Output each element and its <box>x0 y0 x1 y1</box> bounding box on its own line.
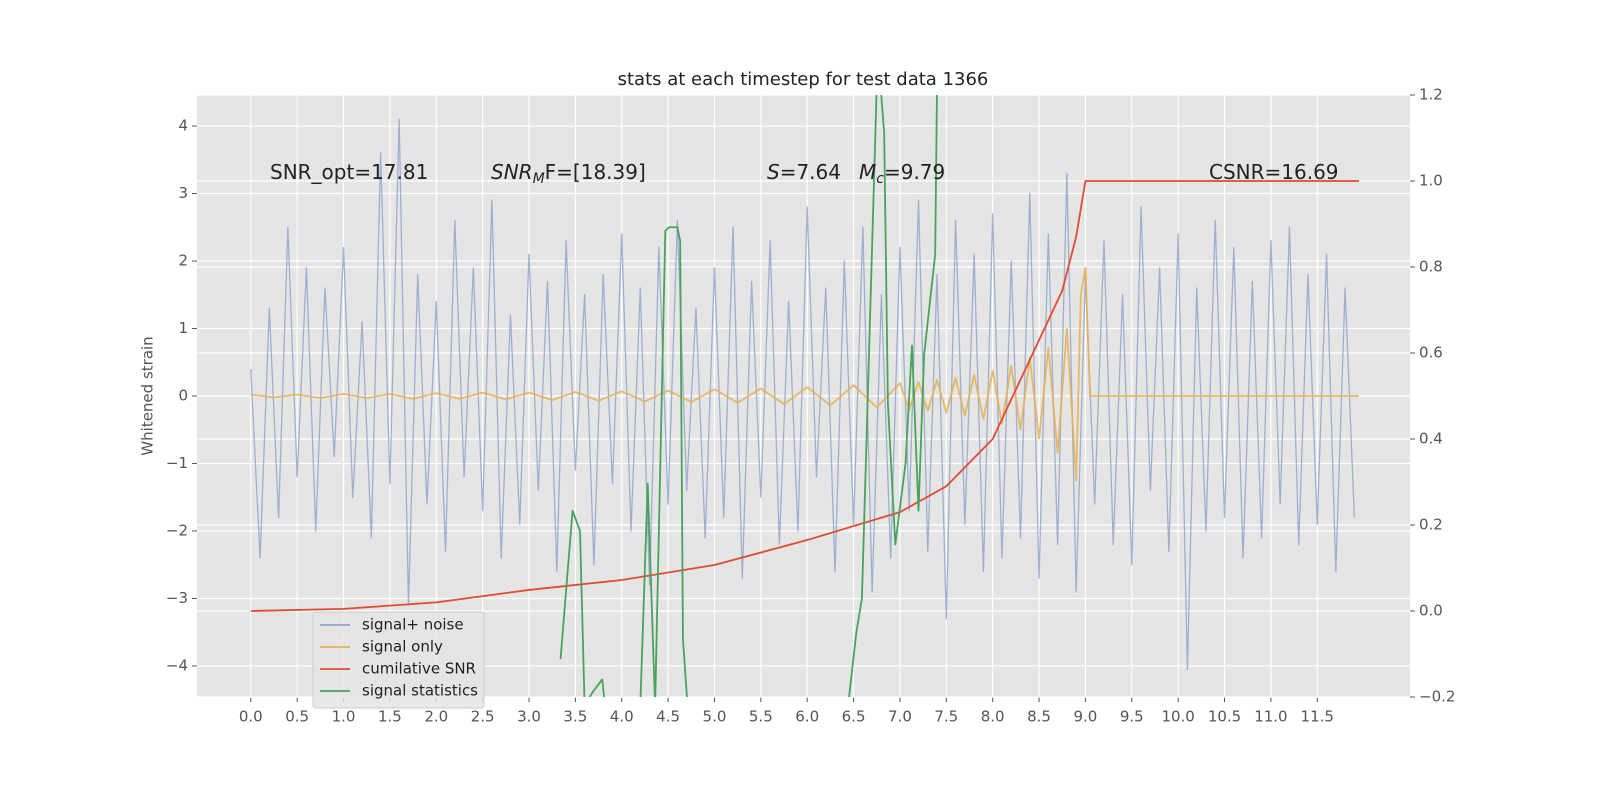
annotation-part: SNR <box>491 160 533 184</box>
y2-tick-label: 0.8 <box>1419 258 1443 276</box>
y2-tick-label: 1.0 <box>1419 172 1443 190</box>
annotation: Mc=9.79 <box>859 160 945 188</box>
series-line <box>559 95 938 697</box>
series-line <box>250 266 1359 482</box>
x-tick-label: 9.0 <box>1073 708 1097 726</box>
x-tick-label: 7.5 <box>934 708 958 726</box>
x-tick-label: 1.0 <box>332 708 356 726</box>
annotation-part: SNR_opt=17.81 <box>270 160 428 184</box>
annotation-part: S <box>767 160 780 184</box>
y2-tick-label: 1.2 <box>1419 86 1443 104</box>
legend-label: signal only <box>362 638 443 656</box>
annotation-part: CSNR=16.69 <box>1209 160 1339 184</box>
x-tick-label: 3.5 <box>563 708 587 726</box>
y-tick-label: −3 <box>166 589 188 607</box>
x-tick-label: 1.5 <box>378 708 402 726</box>
y-tick-label: 2 <box>178 252 188 270</box>
legend-label: cumilative SNR <box>362 660 476 678</box>
x-tick-label: 5.0 <box>703 708 727 726</box>
series-group <box>250 95 1359 697</box>
series-line <box>250 118 1356 670</box>
annotation-part: M <box>533 171 545 187</box>
x-tick-label: 7.0 <box>888 708 912 726</box>
x-tick-label: 8.0 <box>981 708 1005 726</box>
y-tick-label: 3 <box>178 184 188 202</box>
x-tick-label: 10.0 <box>1161 708 1194 726</box>
legend-box <box>312 611 485 709</box>
x-tick-label: 3.0 <box>517 708 541 726</box>
y2-tick-label: 0.4 <box>1419 430 1443 448</box>
x-tick-label: 0.0 <box>239 708 263 726</box>
chart-title: stats at each timestep for test data 136… <box>618 69 989 90</box>
y-tick-label: −2 <box>166 521 188 539</box>
x-tick-label: 8.5 <box>1027 708 1051 726</box>
y2-tick-label: −0.2 <box>1419 688 1455 706</box>
y-tick-label: 0 <box>178 387 188 405</box>
annotation-part: =7.64 <box>780 160 841 184</box>
y2-tick-label: 0.2 <box>1419 516 1443 534</box>
y2-tick-label: 0.6 <box>1419 344 1443 362</box>
annotation-part: c <box>876 171 884 187</box>
y-tick-label: 1 <box>178 319 188 337</box>
x-tick-label: 2.5 <box>471 708 495 726</box>
annotation-part: M <box>859 160 876 184</box>
annotation: CSNR=16.69 <box>1209 160 1339 184</box>
x-tick-label: 6.5 <box>842 708 866 726</box>
annotation: S=7.64 <box>767 160 841 184</box>
x-tick-label: 2.0 <box>424 708 448 726</box>
x-tick-label: 4.5 <box>656 708 680 726</box>
annotation-part: F=[18.39] <box>545 160 646 184</box>
x-tick-label: 11.5 <box>1301 708 1334 726</box>
x-tick-label: 4.0 <box>610 708 634 726</box>
annotation: SNR_opt=17.81 <box>270 160 428 184</box>
x-tick-label: 5.5 <box>749 708 773 726</box>
legend-label: signal+ noise <box>362 616 464 634</box>
x-tick-label: 0.5 <box>285 708 309 726</box>
y-tick-label: −4 <box>166 656 188 674</box>
x-tick-label: 6.0 <box>795 708 819 726</box>
legend-label: signal statistics <box>362 682 478 700</box>
x-tick-label: 9.5 <box>1120 708 1144 726</box>
y-axis-label: Whitened strain <box>139 336 157 455</box>
y-tick-label: −1 <box>166 454 188 472</box>
annotation-part: =9.79 <box>884 160 945 184</box>
x-tick-label: 11.0 <box>1254 708 1287 726</box>
annotation: SNRMF=[18.39] <box>491 160 646 188</box>
y-tick-label: 4 <box>178 117 188 135</box>
y2-tick-label: 0.0 <box>1419 602 1443 620</box>
x-tick-label: 10.5 <box>1208 708 1241 726</box>
